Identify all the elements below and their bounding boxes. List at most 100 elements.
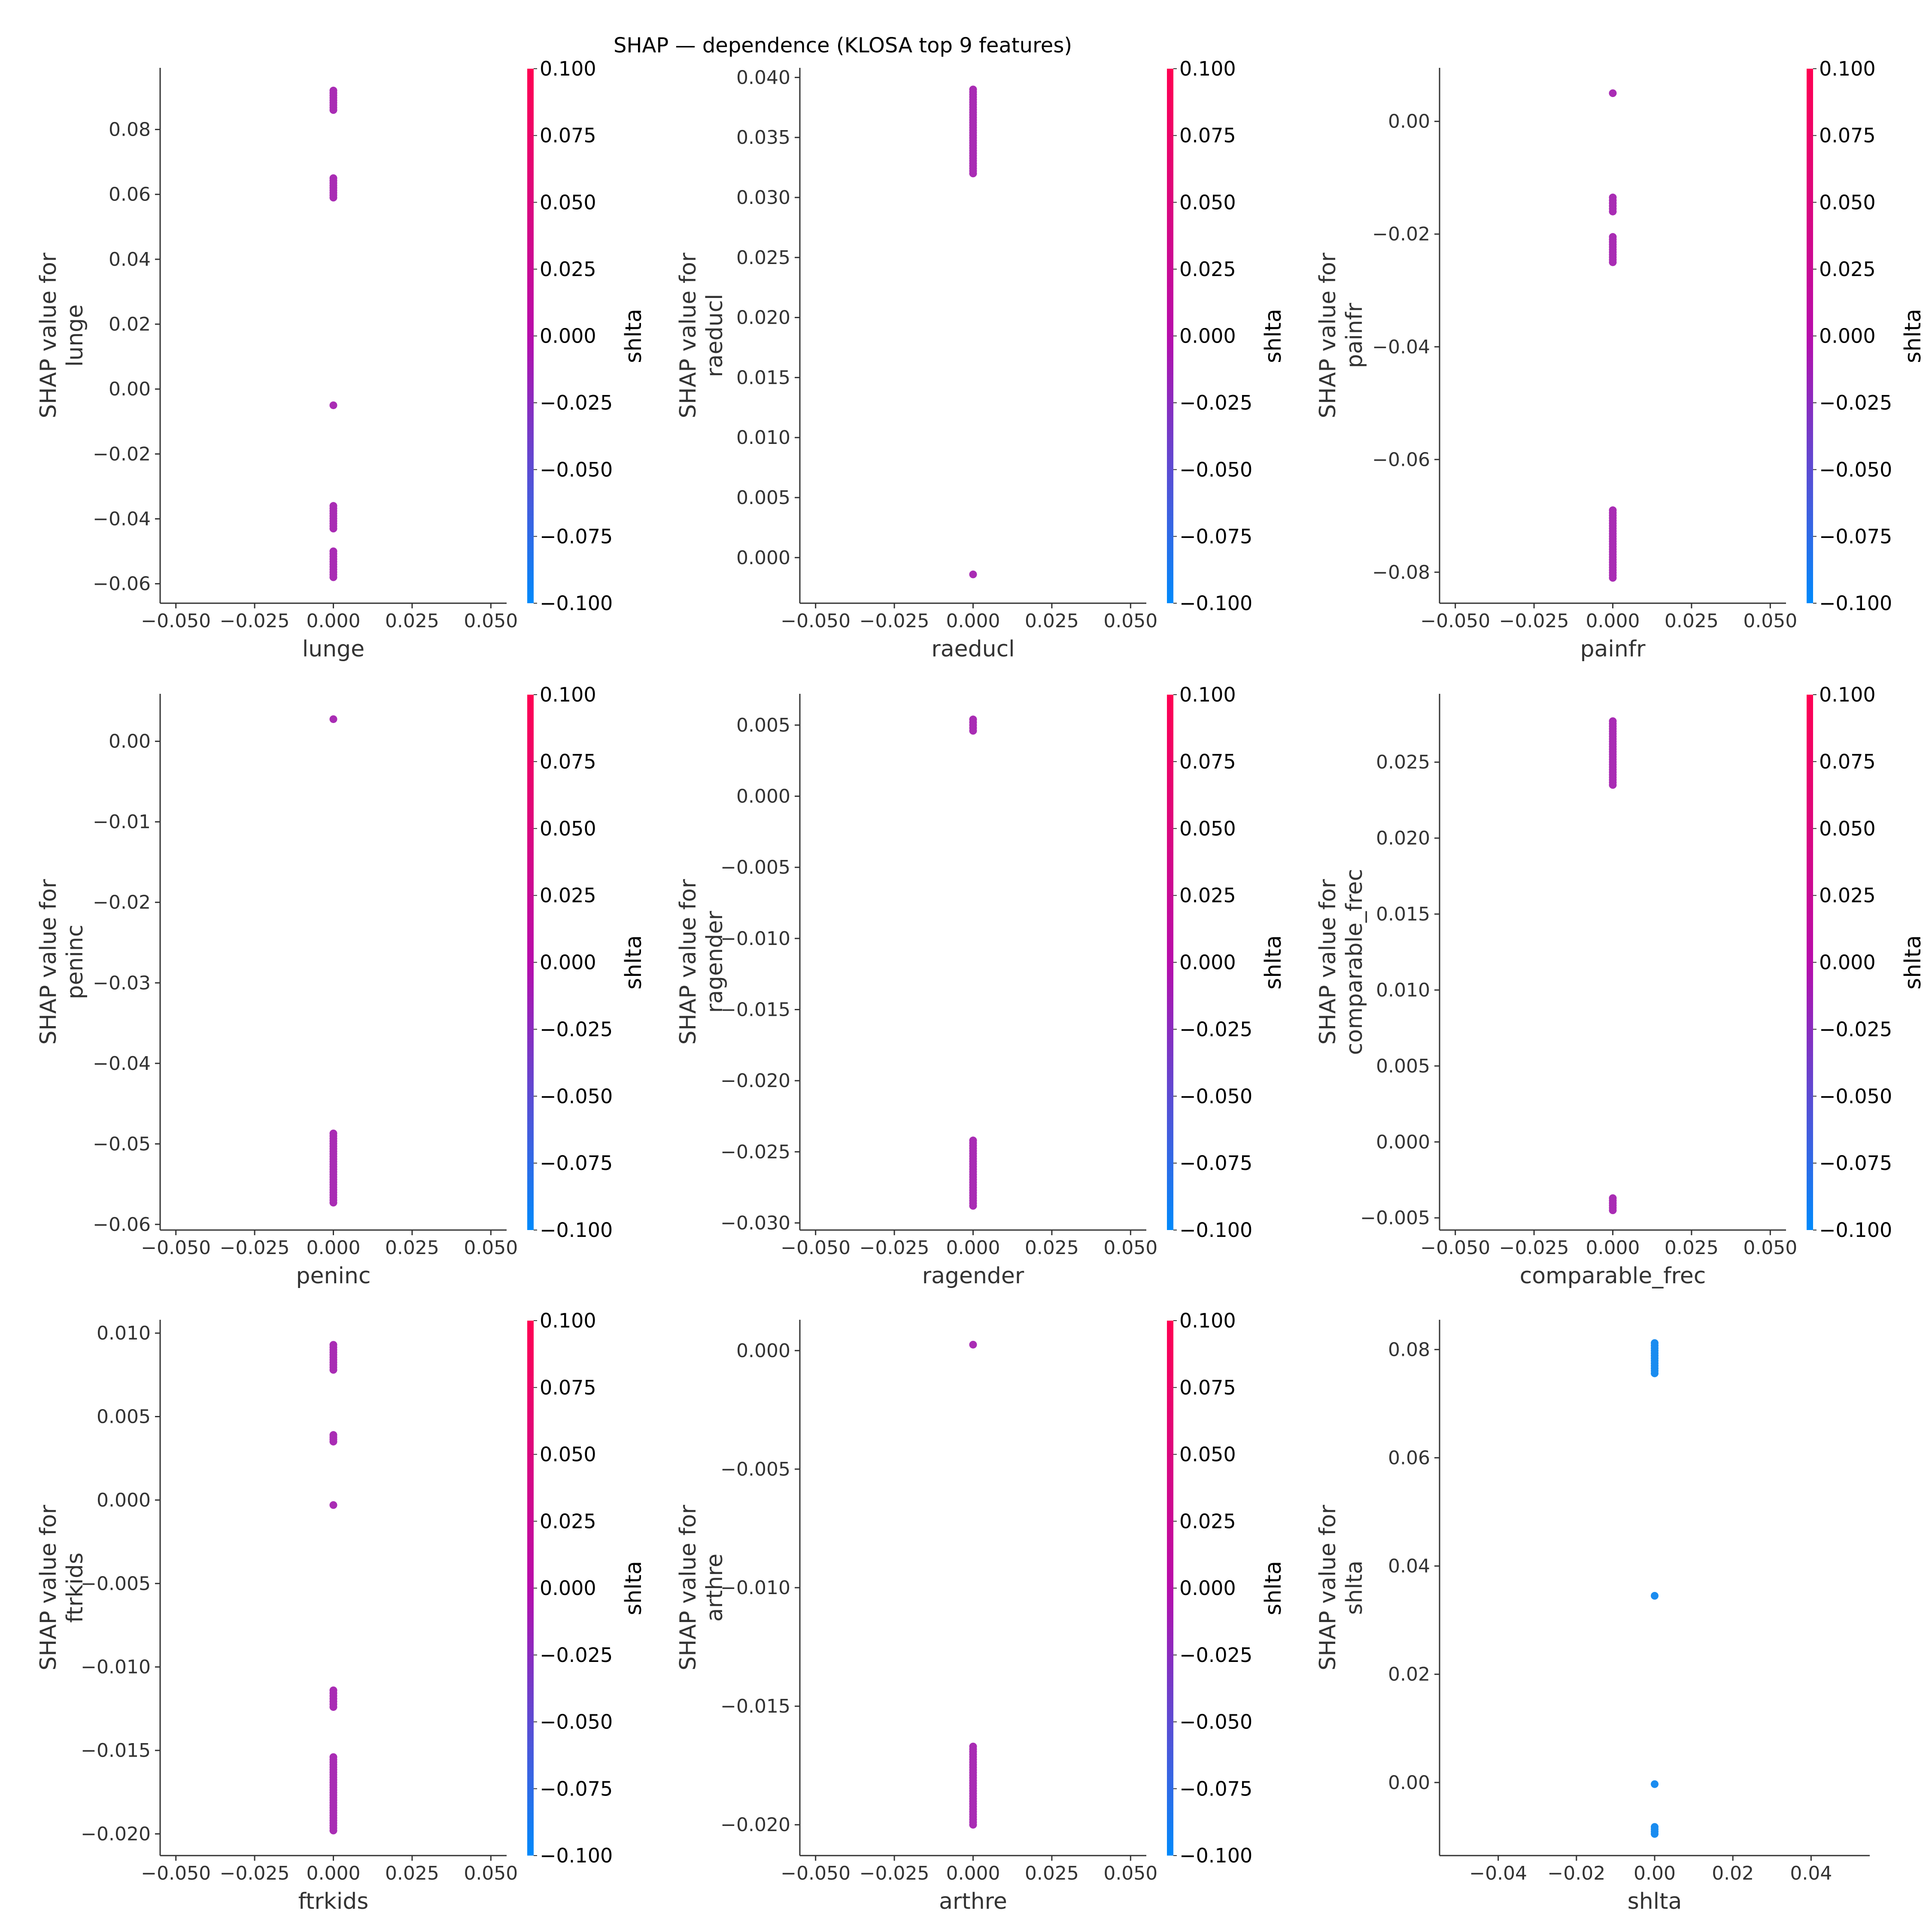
x-tick-label: 0.025: [385, 1862, 439, 1884]
colorbar-tick-label: −0.075: [540, 525, 613, 548]
colorbar-tick-label: 0.025: [540, 884, 596, 907]
x-tick-label: 0.050: [464, 610, 518, 632]
y-axis-label: SHAP value forarthre: [675, 1505, 728, 1671]
dependence-panel-shlta: −0.04 −0.02 0.00 0.02 0.04 0.00 0.02 0.04 0.06 0.…: [1315, 1320, 1870, 1914]
colorbar-tick-label: 0.000: [1179, 325, 1236, 348]
colorbar-tick-label: 0.050: [1819, 817, 1876, 840]
colorbar-tick-label: 0.025: [1179, 884, 1236, 907]
y-axis-label: SHAP value forcomparable_frec: [1315, 869, 1367, 1055]
y-tick-label: 0.015: [1376, 903, 1430, 925]
data-point: [329, 1501, 337, 1509]
y-tick-label: −0.030: [720, 1212, 790, 1234]
data-point: [969, 1340, 977, 1349]
colorbar-tick-label: −0.025: [1179, 391, 1252, 414]
y-tick-label: −0.08: [1372, 562, 1430, 583]
colorbar-label: shlta: [1900, 935, 1926, 990]
data-point: [969, 1821, 977, 1829]
colorbar-tick-label: 0.050: [1179, 191, 1236, 214]
colorbar-tick-label: 0.100: [540, 683, 596, 706]
x-tick-label: −0.050: [1420, 610, 1490, 632]
data-point: [329, 1437, 337, 1446]
x-tick-label: −0.025: [1499, 1237, 1569, 1259]
y-axis-label: SHAP value forftrkids: [36, 1505, 88, 1671]
y-tick-label: −0.005: [720, 857, 790, 878]
x-tick-label: 0.050: [1103, 1862, 1157, 1884]
y-tick-label: −0.02: [93, 892, 151, 914]
colorbar: [1167, 69, 1173, 603]
colorbar-label: shlta: [1261, 309, 1286, 363]
y-axis-label: SHAP value forragender: [675, 879, 728, 1045]
dependence-panel-peninc: −0.050 −0.025 0.000 0.025 0.050 −0.06 −0.05 −0.…: [36, 683, 647, 1289]
data-point: [1651, 1830, 1659, 1838]
x-tick-label: −0.025: [220, 1862, 290, 1884]
data-point: [329, 1199, 337, 1207]
x-tick-label: 0.050: [1743, 1237, 1797, 1259]
data-point: [329, 525, 337, 533]
x-axis-label: painfr: [1580, 636, 1646, 662]
colorbar: [1167, 695, 1173, 1230]
data-point: [329, 573, 337, 581]
colorbar-tick-label: 0.100: [1819, 57, 1876, 80]
y-tick-label: −0.06: [1372, 449, 1430, 471]
y-tick-label: 0.040: [736, 67, 790, 88]
x-tick-label: −0.050: [781, 1862, 851, 1884]
y-tick-label: −0.015: [720, 1695, 790, 1717]
colorbar-tick-label: 0.000: [1179, 951, 1236, 974]
x-tick-label: 0.025: [1665, 610, 1719, 632]
data-point: [329, 1826, 337, 1835]
colorbar-tick-label: 0.100: [1819, 683, 1876, 706]
colorbar-tick-label: −0.100: [1179, 592, 1252, 615]
y-tick-label: −0.005: [1360, 1207, 1430, 1229]
colorbar-label: shlta: [621, 935, 647, 990]
data-point: [969, 570, 977, 578]
colorbar-tick-label: −0.100: [1819, 1218, 1892, 1242]
data-point: [329, 106, 337, 114]
colorbar-tick-label: −0.025: [1179, 1018, 1252, 1041]
x-tick-label: 0.000: [1586, 610, 1640, 632]
colorbar-tick-label: 0.075: [1819, 750, 1876, 773]
x-tick-label: −0.02: [1547, 1862, 1605, 1884]
y-tick-label: 0.030: [736, 187, 790, 209]
y-tick-label: 0.035: [736, 127, 790, 149]
colorbar-tick-label: 0.050: [1179, 1443, 1236, 1466]
y-tick-label: 0.015: [736, 367, 790, 389]
y-tick-label: −0.06: [93, 1214, 151, 1236]
x-tick-label: −0.050: [781, 1237, 851, 1259]
x-tick-label: −0.050: [141, 610, 211, 632]
colorbar-tick-label: −0.075: [1179, 525, 1252, 548]
y-tick-label: 0.02: [109, 313, 151, 335]
colorbar-tick-label: −0.100: [1179, 1844, 1252, 1867]
data-point: [1609, 781, 1617, 789]
data-point: [969, 170, 977, 178]
y-tick-label: −0.02: [93, 443, 151, 465]
colorbar: [527, 69, 534, 603]
colorbar-tick-label: 0.000: [1179, 1577, 1236, 1600]
y-tick-label: 0.08: [109, 119, 151, 141]
x-tick-label: −0.025: [860, 1862, 930, 1884]
colorbar-tick-label: 0.075: [540, 1376, 596, 1399]
x-tick-label: 0.000: [946, 1862, 1000, 1884]
y-tick-label: 0.00: [1388, 111, 1430, 133]
x-tick-label: −0.04: [1469, 1862, 1527, 1884]
colorbar-tick-label: 0.075: [1179, 1376, 1236, 1399]
colorbar-tick-label: 0.050: [540, 1443, 596, 1466]
y-tick-label: −0.04: [93, 508, 151, 530]
y-tick-label: −0.04: [1372, 336, 1430, 358]
colorbar-tick-label: 0.100: [540, 1309, 596, 1332]
colorbar-tick-label: −0.050: [1819, 458, 1892, 481]
dependence-panel-lunge: −0.050 −0.025 0.000 0.025 0.050 −0.06 −0.04 −0.…: [36, 57, 647, 662]
y-axis-label: SHAP value forraeducl: [675, 252, 728, 418]
y-tick-label: 0.005: [736, 714, 790, 736]
y-tick-label: 0.000: [736, 547, 790, 569]
colorbar-tick-label: −0.050: [1819, 1084, 1892, 1108]
x-axis-label: lunge: [302, 636, 365, 662]
y-tick-label: −0.05: [93, 1133, 151, 1155]
y-tick-label: −0.025: [720, 1141, 790, 1163]
colorbar-tick-label: −0.050: [1179, 458, 1252, 481]
colorbar-tick-label: 0.100: [1179, 683, 1236, 706]
colorbar-tick-label: −0.075: [1819, 525, 1892, 548]
data-point: [969, 1202, 977, 1210]
colorbar-tick-label: −0.100: [540, 1218, 613, 1242]
data-point: [1651, 1369, 1659, 1377]
y-tick-label: 0.005: [97, 1406, 151, 1428]
